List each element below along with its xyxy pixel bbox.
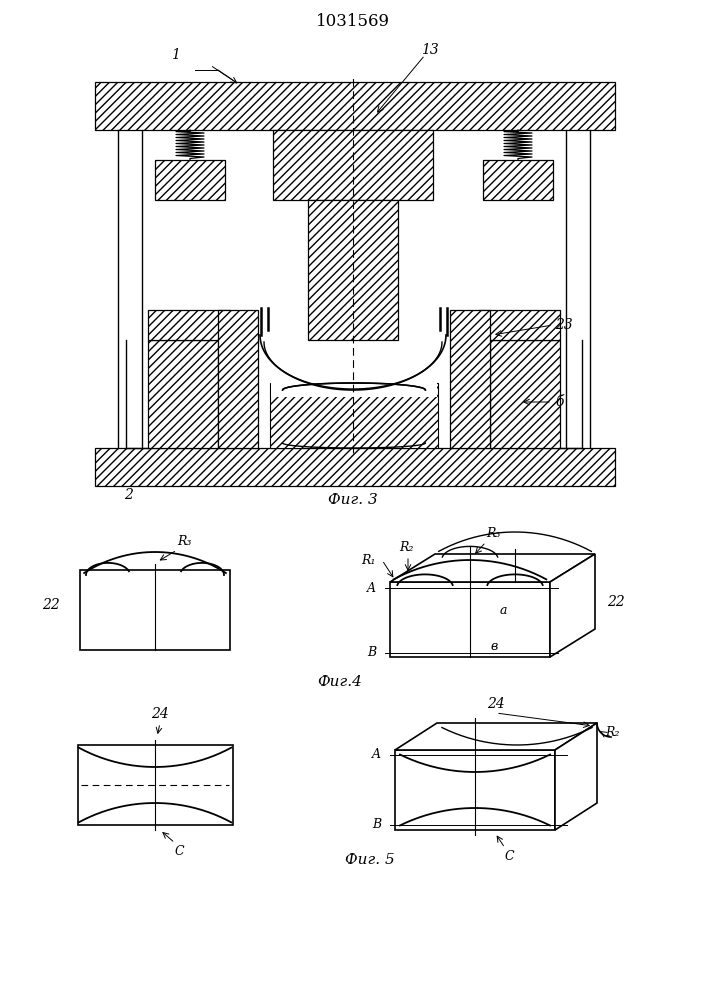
Text: a: a: [500, 603, 508, 616]
Text: Фиг. 5: Фиг. 5: [345, 853, 395, 867]
Bar: [308, 200, 398, 340]
Text: A: A: [372, 748, 381, 762]
Text: 24: 24: [151, 707, 169, 721]
Text: 22: 22: [607, 595, 625, 609]
Bar: [490, 340, 560, 448]
Text: R₁: R₁: [361, 554, 376, 566]
Text: 22: 22: [42, 598, 60, 612]
Text: R₃: R₃: [486, 527, 501, 540]
Bar: [390, 582, 550, 657]
Bar: [450, 310, 490, 448]
Text: R₂: R₂: [399, 541, 413, 554]
Bar: [148, 340, 218, 448]
Bar: [258, 310, 450, 448]
Bar: [80, 570, 230, 650]
Text: 1031569: 1031569: [316, 13, 390, 30]
Polygon shape: [555, 723, 597, 830]
Text: 23: 23: [555, 318, 573, 332]
Bar: [270, 383, 438, 448]
Text: C: C: [175, 845, 185, 858]
Bar: [271, 382, 437, 397]
Bar: [155, 160, 225, 200]
Polygon shape: [395, 723, 597, 750]
Bar: [95, 448, 615, 486]
Text: 13: 13: [421, 43, 439, 57]
Text: A: A: [367, 582, 376, 594]
Bar: [273, 130, 433, 200]
Bar: [483, 160, 553, 200]
Bar: [148, 310, 230, 340]
Text: Фиг.4: Фиг.4: [317, 675, 363, 689]
Text: Фиг. 3: Фиг. 3: [328, 493, 378, 507]
Bar: [78, 745, 233, 825]
Text: B: B: [367, 647, 376, 660]
Bar: [218, 310, 258, 448]
Polygon shape: [390, 554, 595, 582]
Text: 1: 1: [170, 48, 180, 62]
Text: B: B: [372, 818, 381, 832]
Bar: [258, 300, 450, 310]
Bar: [95, 82, 615, 130]
Text: R₃: R₃: [177, 535, 192, 548]
Text: R₂: R₂: [605, 726, 619, 740]
Bar: [395, 750, 555, 830]
Text: в: в: [490, 641, 497, 654]
Polygon shape: [550, 554, 595, 657]
Text: C: C: [505, 850, 515, 863]
Bar: [478, 310, 560, 340]
Text: 24: 24: [487, 697, 505, 711]
Text: 2: 2: [124, 488, 132, 502]
Text: б: б: [555, 395, 563, 409]
